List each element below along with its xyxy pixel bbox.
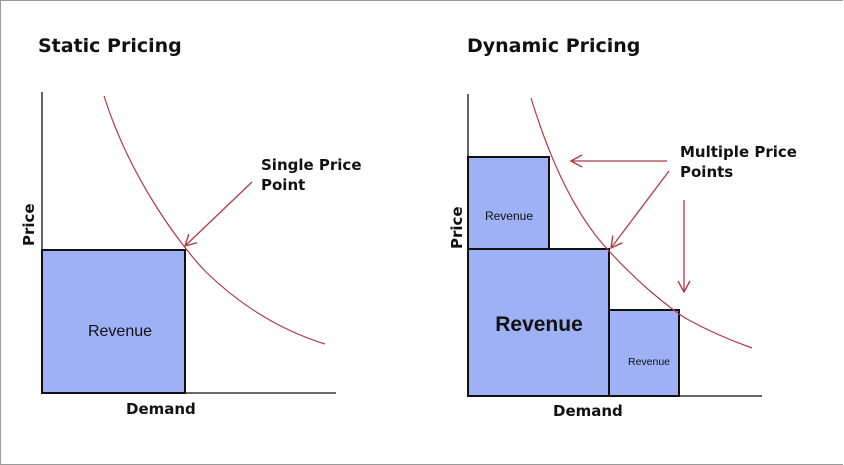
single-price-annotation-line2: Point <box>261 176 305 194</box>
dynamic-demand-curve <box>530 97 753 349</box>
dynamic-revenue-top-label: Revenue <box>485 209 533 223</box>
multiple-price-annotation-line2: Points <box>680 163 733 181</box>
dynamic-x-axis-label: Demand <box>553 402 623 420</box>
multiple-price-annotation-line1: Multiple Price <box>680 143 797 161</box>
dynamic-pricing-title: Dynamic Pricing <box>467 35 640 57</box>
static-pricing-title: Static Pricing <box>38 35 182 57</box>
static-pricing-panel: Static Pricing Revenue Price Demand Sing… <box>20 35 362 418</box>
single-price-arrow <box>183 181 253 248</box>
static-x-axis-label: Demand <box>126 400 196 418</box>
single-price-annotation-line1: Single Price <box>261 156 362 174</box>
static-demand-curve <box>103 95 326 345</box>
dynamic-revenue-top-box <box>467 156 550 250</box>
static-revenue-box <box>41 249 186 394</box>
dynamic-pricing-panel: Dynamic Pricing Revenue Revenue Revenue … <box>448 35 797 420</box>
dynamic-y-axis-label: Price <box>448 206 466 249</box>
static-revenue-label: Revenue <box>88 323 152 340</box>
dynamic-revenue-small-box <box>608 309 680 397</box>
static-y-axis-label: Price <box>20 203 38 246</box>
dynamic-revenue-small-label: Revenue <box>628 356 670 368</box>
price-point-arrow-middle <box>610 170 670 250</box>
dynamic-revenue-large-label: Revenue <box>495 313 583 336</box>
